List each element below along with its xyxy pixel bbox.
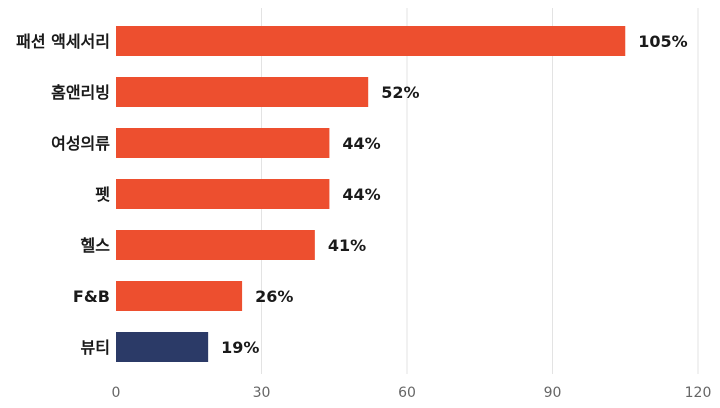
data-label: 105% bbox=[638, 32, 687, 51]
category-label: 뷰티 bbox=[81, 338, 110, 357]
x-axis-ticks: 0 30 60 90 120 bbox=[112, 385, 712, 401]
category-label: 패션 액세서리 bbox=[16, 32, 110, 51]
bar bbox=[116, 332, 209, 362]
x-tick-label: 30 bbox=[253, 385, 271, 401]
bar bbox=[116, 128, 330, 158]
data-label: 26% bbox=[255, 287, 293, 306]
category-label: F&B bbox=[73, 287, 110, 306]
x-tick-label: 90 bbox=[544, 385, 562, 401]
category-label: 헬스 bbox=[81, 236, 111, 255]
bar bbox=[116, 230, 315, 260]
bar bbox=[116, 179, 330, 209]
data-label: 44% bbox=[342, 134, 380, 153]
data-label: 19% bbox=[221, 338, 259, 357]
x-tick-label: 120 bbox=[685, 385, 712, 401]
category-label: 홈앤리빙 bbox=[51, 83, 110, 102]
x-tick-label: 0 bbox=[112, 385, 121, 401]
value-labels: 105% 52% 44% 44% 41% 26% 19% bbox=[221, 32, 688, 357]
category-label: 여성의류 bbox=[51, 134, 110, 153]
category-label: 펫 bbox=[95, 185, 110, 204]
bar bbox=[116, 281, 243, 311]
bars bbox=[116, 26, 626, 362]
bar bbox=[116, 26, 626, 56]
x-tick-label: 60 bbox=[398, 385, 416, 401]
data-label: 44% bbox=[342, 185, 380, 204]
data-label: 41% bbox=[328, 236, 366, 255]
data-label: 52% bbox=[381, 83, 419, 102]
bar bbox=[116, 77, 369, 107]
